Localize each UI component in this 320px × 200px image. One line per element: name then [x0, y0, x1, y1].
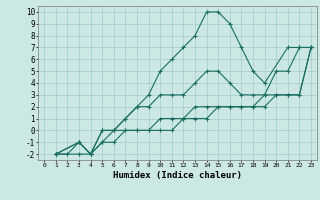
X-axis label: Humidex (Indice chaleur): Humidex (Indice chaleur): [113, 171, 242, 180]
